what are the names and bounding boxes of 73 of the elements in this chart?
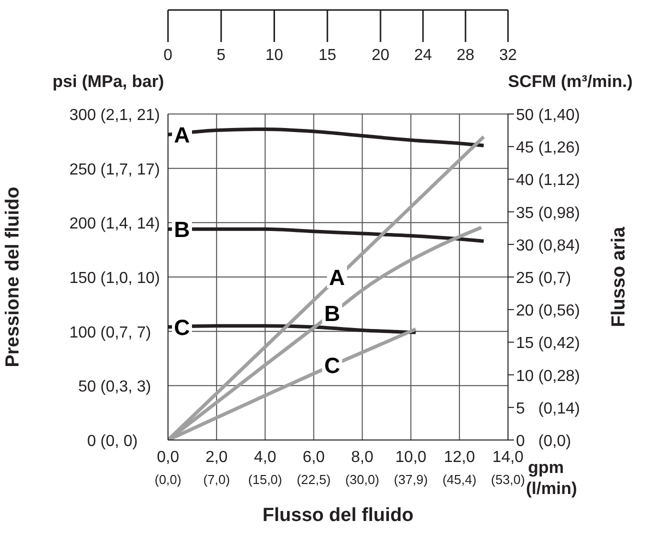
x-tick-label: 10,0 [395, 449, 427, 466]
x2-tick-label: 24 [414, 47, 432, 64]
text: (0,0) [538, 433, 572, 450]
text: (7,0) [203, 472, 230, 487]
y2-tick-label: 30 [516, 237, 534, 254]
series-label: B [174, 217, 190, 242]
text: (0,98) [538, 204, 580, 222]
text: (1,26) [538, 140, 580, 157]
x-tick-label: 8,0 [351, 449, 374, 466]
text: (1,7, 17) [100, 161, 160, 178]
text: (0,3, 3) [100, 378, 152, 396]
text: SCFM (m³/min.) [508, 72, 634, 92]
y2-tick-label: 10 [516, 368, 534, 385]
y2-tick-label: 45 [516, 140, 534, 157]
text: (0, 0) [100, 433, 138, 450]
x-axis-title: Flusso del fluido [262, 505, 414, 526]
text: (0,28) [538, 368, 580, 385]
y2-tick-label: 40 [516, 172, 534, 190]
x-tick-label: 0,0 [156, 449, 180, 466]
x2-tick-label: 10 [265, 47, 284, 64]
text: (1,40) [538, 107, 580, 124]
text: (22,5) [296, 472, 331, 487]
text: (0,0) [154, 472, 182, 487]
y-tick-label: 100 [69, 324, 96, 342]
x-tick-label: 4,0 [254, 449, 276, 466]
series-label: C [174, 314, 190, 340]
x-tick-label: 14,0 [492, 449, 524, 466]
y2-tick-label: 20 [516, 302, 534, 320]
y-tick-label: 250 [69, 161, 96, 178]
text: (0,14) [538, 400, 580, 418]
text: (2,1, 21) [100, 107, 160, 124]
text: (1,0, 10) [100, 270, 160, 287]
text: (30,0) [345, 472, 380, 487]
y-tick-label: 150 [69, 270, 96, 287]
text: (0,42) [538, 335, 580, 352]
text: (53,0) [491, 472, 525, 487]
y-tick-label: 50 [78, 378, 96, 396]
text: (1,4, 14) [100, 216, 160, 233]
y2-tick-label: 15 [516, 335, 534, 352]
x2-tick-label: 28 [456, 47, 474, 64]
text: (0,7) [538, 270, 572, 287]
text: psi (MPa, bar) [52, 72, 164, 92]
series-label: B [324, 300, 340, 326]
x-tick-label: 6,0 [302, 449, 325, 466]
text: (0,7, 7) [100, 324, 152, 342]
text: (0,56) [538, 302, 580, 320]
y-tick-label: 300 [69, 107, 96, 124]
y2-tick-label: 25 [516, 270, 534, 287]
text: (l/min) [526, 479, 578, 499]
text: (0,84) [538, 237, 580, 254]
series-label: C [324, 353, 340, 378]
y2-axis-title: Flusso aria [608, 226, 630, 328]
text: gpm [528, 458, 565, 478]
y2-tick-label: 0 [516, 433, 525, 450]
x2-tick-label: 32 [499, 47, 517, 64]
x2-tick-label: 5 [216, 47, 226, 64]
x-tick-label: 12,0 [444, 449, 476, 466]
y2-tick-label: 35 [516, 204, 534, 222]
y-axis-title: Pressione del fluido [2, 186, 24, 368]
x2-tick-label: 20 [372, 47, 390, 64]
x2-tick-label: 0 [164, 47, 173, 64]
text: (45,4) [442, 472, 476, 487]
series-label: A [174, 122, 190, 148]
series-label: A [329, 265, 346, 290]
y2-tick-label: 50 [516, 107, 534, 124]
text: (1,12) [538, 172, 580, 190]
text: (37,9) [394, 472, 428, 487]
x2-tick-label: 15 [318, 47, 336, 64]
y-tick-label: 0 [87, 433, 96, 450]
y2-tick-label: 5 [516, 400, 525, 418]
y-tick-label: 200 [69, 216, 96, 233]
x-tick-label: 2,0 [205, 449, 228, 466]
text: (15,0) [248, 472, 282, 487]
